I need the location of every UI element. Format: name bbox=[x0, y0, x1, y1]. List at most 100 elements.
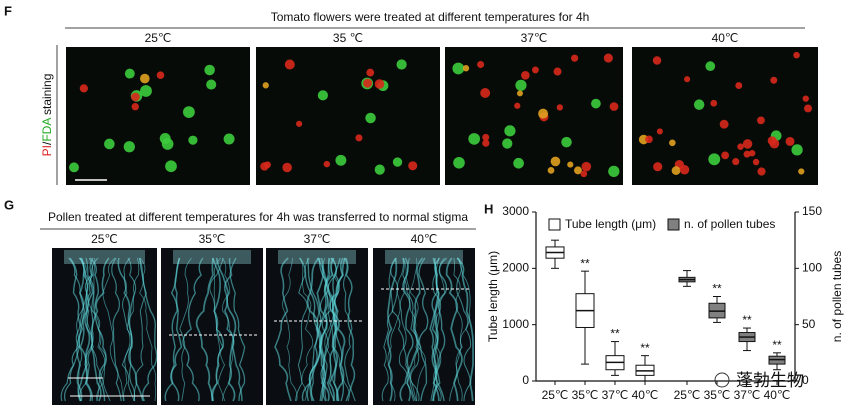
pollen-tube bbox=[329, 257, 346, 402]
cell bbox=[769, 138, 780, 149]
cell bbox=[504, 125, 516, 137]
cell bbox=[374, 164, 385, 175]
cell bbox=[531, 66, 539, 74]
significance: ** bbox=[772, 338, 782, 352]
y2-tick-label: 150 bbox=[802, 204, 822, 218]
cell bbox=[139, 73, 150, 84]
cell bbox=[743, 150, 751, 158]
micrograph bbox=[632, 47, 818, 185]
cell bbox=[521, 70, 530, 80]
column-label: 40℃ bbox=[411, 232, 438, 246]
cell bbox=[757, 167, 766, 176]
cell bbox=[477, 60, 485, 69]
y-axis-label: Tube length (μm) bbox=[486, 251, 500, 342]
cell bbox=[462, 65, 470, 72]
pollen-tube bbox=[102, 257, 124, 402]
cell bbox=[553, 67, 562, 76]
pollen-tube bbox=[111, 257, 122, 402]
pollen-tube bbox=[408, 257, 421, 402]
cell bbox=[571, 54, 579, 62]
micrograph bbox=[266, 248, 368, 405]
significance: ** bbox=[742, 313, 752, 327]
stigma bbox=[385, 250, 463, 264]
significance: ** bbox=[580, 256, 590, 270]
legend-swatch bbox=[667, 218, 680, 231]
cell bbox=[653, 162, 663, 172]
x-tick-label: 25℃ bbox=[542, 388, 569, 402]
axes bbox=[535, 212, 796, 382]
cell bbox=[123, 141, 135, 153]
pollen-tube bbox=[223, 257, 243, 402]
cell bbox=[804, 104, 812, 113]
cell bbox=[679, 165, 690, 175]
cell bbox=[69, 162, 79, 173]
pollen-tube bbox=[213, 257, 226, 402]
cell bbox=[453, 156, 465, 169]
cell bbox=[366, 68, 375, 77]
cell bbox=[335, 154, 347, 166]
pollen-tube bbox=[343, 257, 356, 402]
cell bbox=[374, 79, 385, 89]
cell bbox=[556, 104, 564, 111]
panel-label: G bbox=[4, 197, 14, 212]
pollen-tube bbox=[387, 257, 404, 402]
staining: staining bbox=[40, 74, 54, 119]
pollen-tube bbox=[170, 257, 183, 402]
pollen-tube bbox=[435, 257, 448, 402]
y2-tick-label: 50 bbox=[802, 317, 816, 331]
cell bbox=[791, 144, 803, 156]
cell bbox=[284, 59, 295, 70]
cell bbox=[608, 165, 620, 178]
cell bbox=[156, 71, 165, 80]
column-label: 25℃ bbox=[91, 232, 118, 246]
cell bbox=[124, 68, 135, 79]
stigma bbox=[173, 250, 251, 264]
pollen-tube bbox=[274, 257, 292, 402]
pollen-tube bbox=[60, 257, 85, 402]
pollen-tube bbox=[294, 257, 310, 402]
pollen-tube bbox=[381, 257, 397, 402]
cell bbox=[323, 160, 331, 168]
cell bbox=[561, 136, 572, 148]
cell bbox=[538, 108, 549, 119]
column-label: 35 ℃ bbox=[333, 31, 363, 45]
cell bbox=[223, 133, 235, 145]
significance: ** bbox=[640, 341, 650, 355]
column-label: 37℃ bbox=[521, 31, 548, 45]
micrograph bbox=[373, 248, 475, 405]
cell bbox=[785, 136, 795, 146]
image-bg bbox=[632, 47, 818, 185]
cell bbox=[392, 157, 403, 167]
micrograph bbox=[161, 248, 263, 405]
x-tick-label: 35℃ bbox=[704, 388, 731, 402]
watermark-icon bbox=[714, 372, 730, 388]
watermark-text: 蓬勃生物 bbox=[736, 371, 804, 391]
y-tick-label: 3000 bbox=[502, 204, 529, 218]
x-tick-label: 40℃ bbox=[632, 388, 659, 402]
cell bbox=[705, 61, 716, 71]
legend-label: Tube length (μm) bbox=[565, 217, 656, 231]
cell bbox=[710, 99, 718, 107]
y-label: PI/FDA staining bbox=[40, 74, 54, 157]
pollen-tube bbox=[387, 257, 398, 402]
x-tick-label: 37℃ bbox=[602, 388, 629, 402]
cell bbox=[295, 120, 303, 127]
y-tick-label: 1000 bbox=[502, 317, 529, 331]
y2-axis-label: n. of pollen tubes bbox=[830, 251, 844, 342]
micrograph bbox=[445, 47, 623, 185]
cell bbox=[591, 98, 601, 109]
sep: / bbox=[40, 141, 54, 145]
cell bbox=[264, 161, 271, 169]
legend-label: n. of pollen tubes bbox=[684, 217, 775, 231]
image-bg bbox=[66, 47, 250, 185]
pollen-tube bbox=[229, 257, 246, 402]
cell bbox=[693, 99, 705, 110]
pollen-tube bbox=[139, 257, 157, 402]
micrograph bbox=[66, 47, 250, 185]
pollen-tube bbox=[121, 257, 135, 402]
cell bbox=[140, 85, 152, 97]
pollen-tube bbox=[306, 257, 323, 402]
cell bbox=[669, 139, 676, 147]
